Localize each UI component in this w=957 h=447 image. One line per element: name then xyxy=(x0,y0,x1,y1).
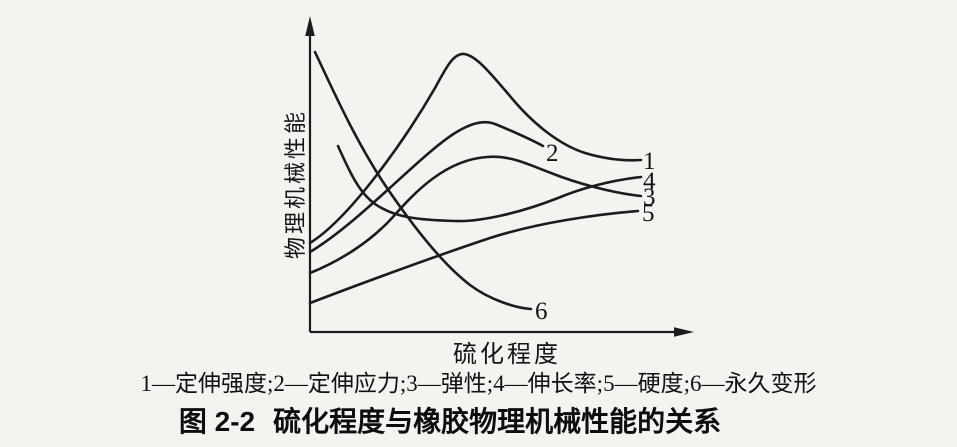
curve-4-label: 4 xyxy=(643,168,656,195)
curve-1-line xyxy=(308,52,643,245)
curves-group xyxy=(308,50,643,311)
figure-caption: 图 2-2 硫化程度与橡胶物理机械性能的关系 xyxy=(0,400,900,440)
curve-4-line xyxy=(336,144,643,223)
curve-5-label: 5 xyxy=(642,200,655,227)
curve-labels-group: 1 2 34 5 6 xyxy=(535,140,656,325)
curve-3-line xyxy=(308,155,643,275)
curve-5-line xyxy=(308,209,640,305)
curve-6-line xyxy=(313,50,533,311)
axes xyxy=(305,16,694,337)
curve-2-line xyxy=(308,120,545,254)
curve-6-label: 6 xyxy=(535,298,548,325)
curve-3-label: 3 xyxy=(643,184,656,211)
curve-1-label: 1 xyxy=(643,148,656,175)
y-axis-arrow-icon xyxy=(305,16,315,36)
figure-title: 硫化程度与橡胶物理机械性能的关系 xyxy=(273,406,722,437)
figure-number: 图 2-2 xyxy=(178,406,256,437)
x-axis-label: 硫化程度 xyxy=(453,342,561,368)
y-axis-label: 物理机械性能 xyxy=(283,109,308,260)
x-axis-arrow-icon xyxy=(674,327,694,337)
curve-2-label: 2 xyxy=(546,140,559,167)
figure-legend: 1—定伸强度;2—定伸应力;3—弹性;4—伸长率;5—硬度;6—永久变形 xyxy=(140,371,817,396)
